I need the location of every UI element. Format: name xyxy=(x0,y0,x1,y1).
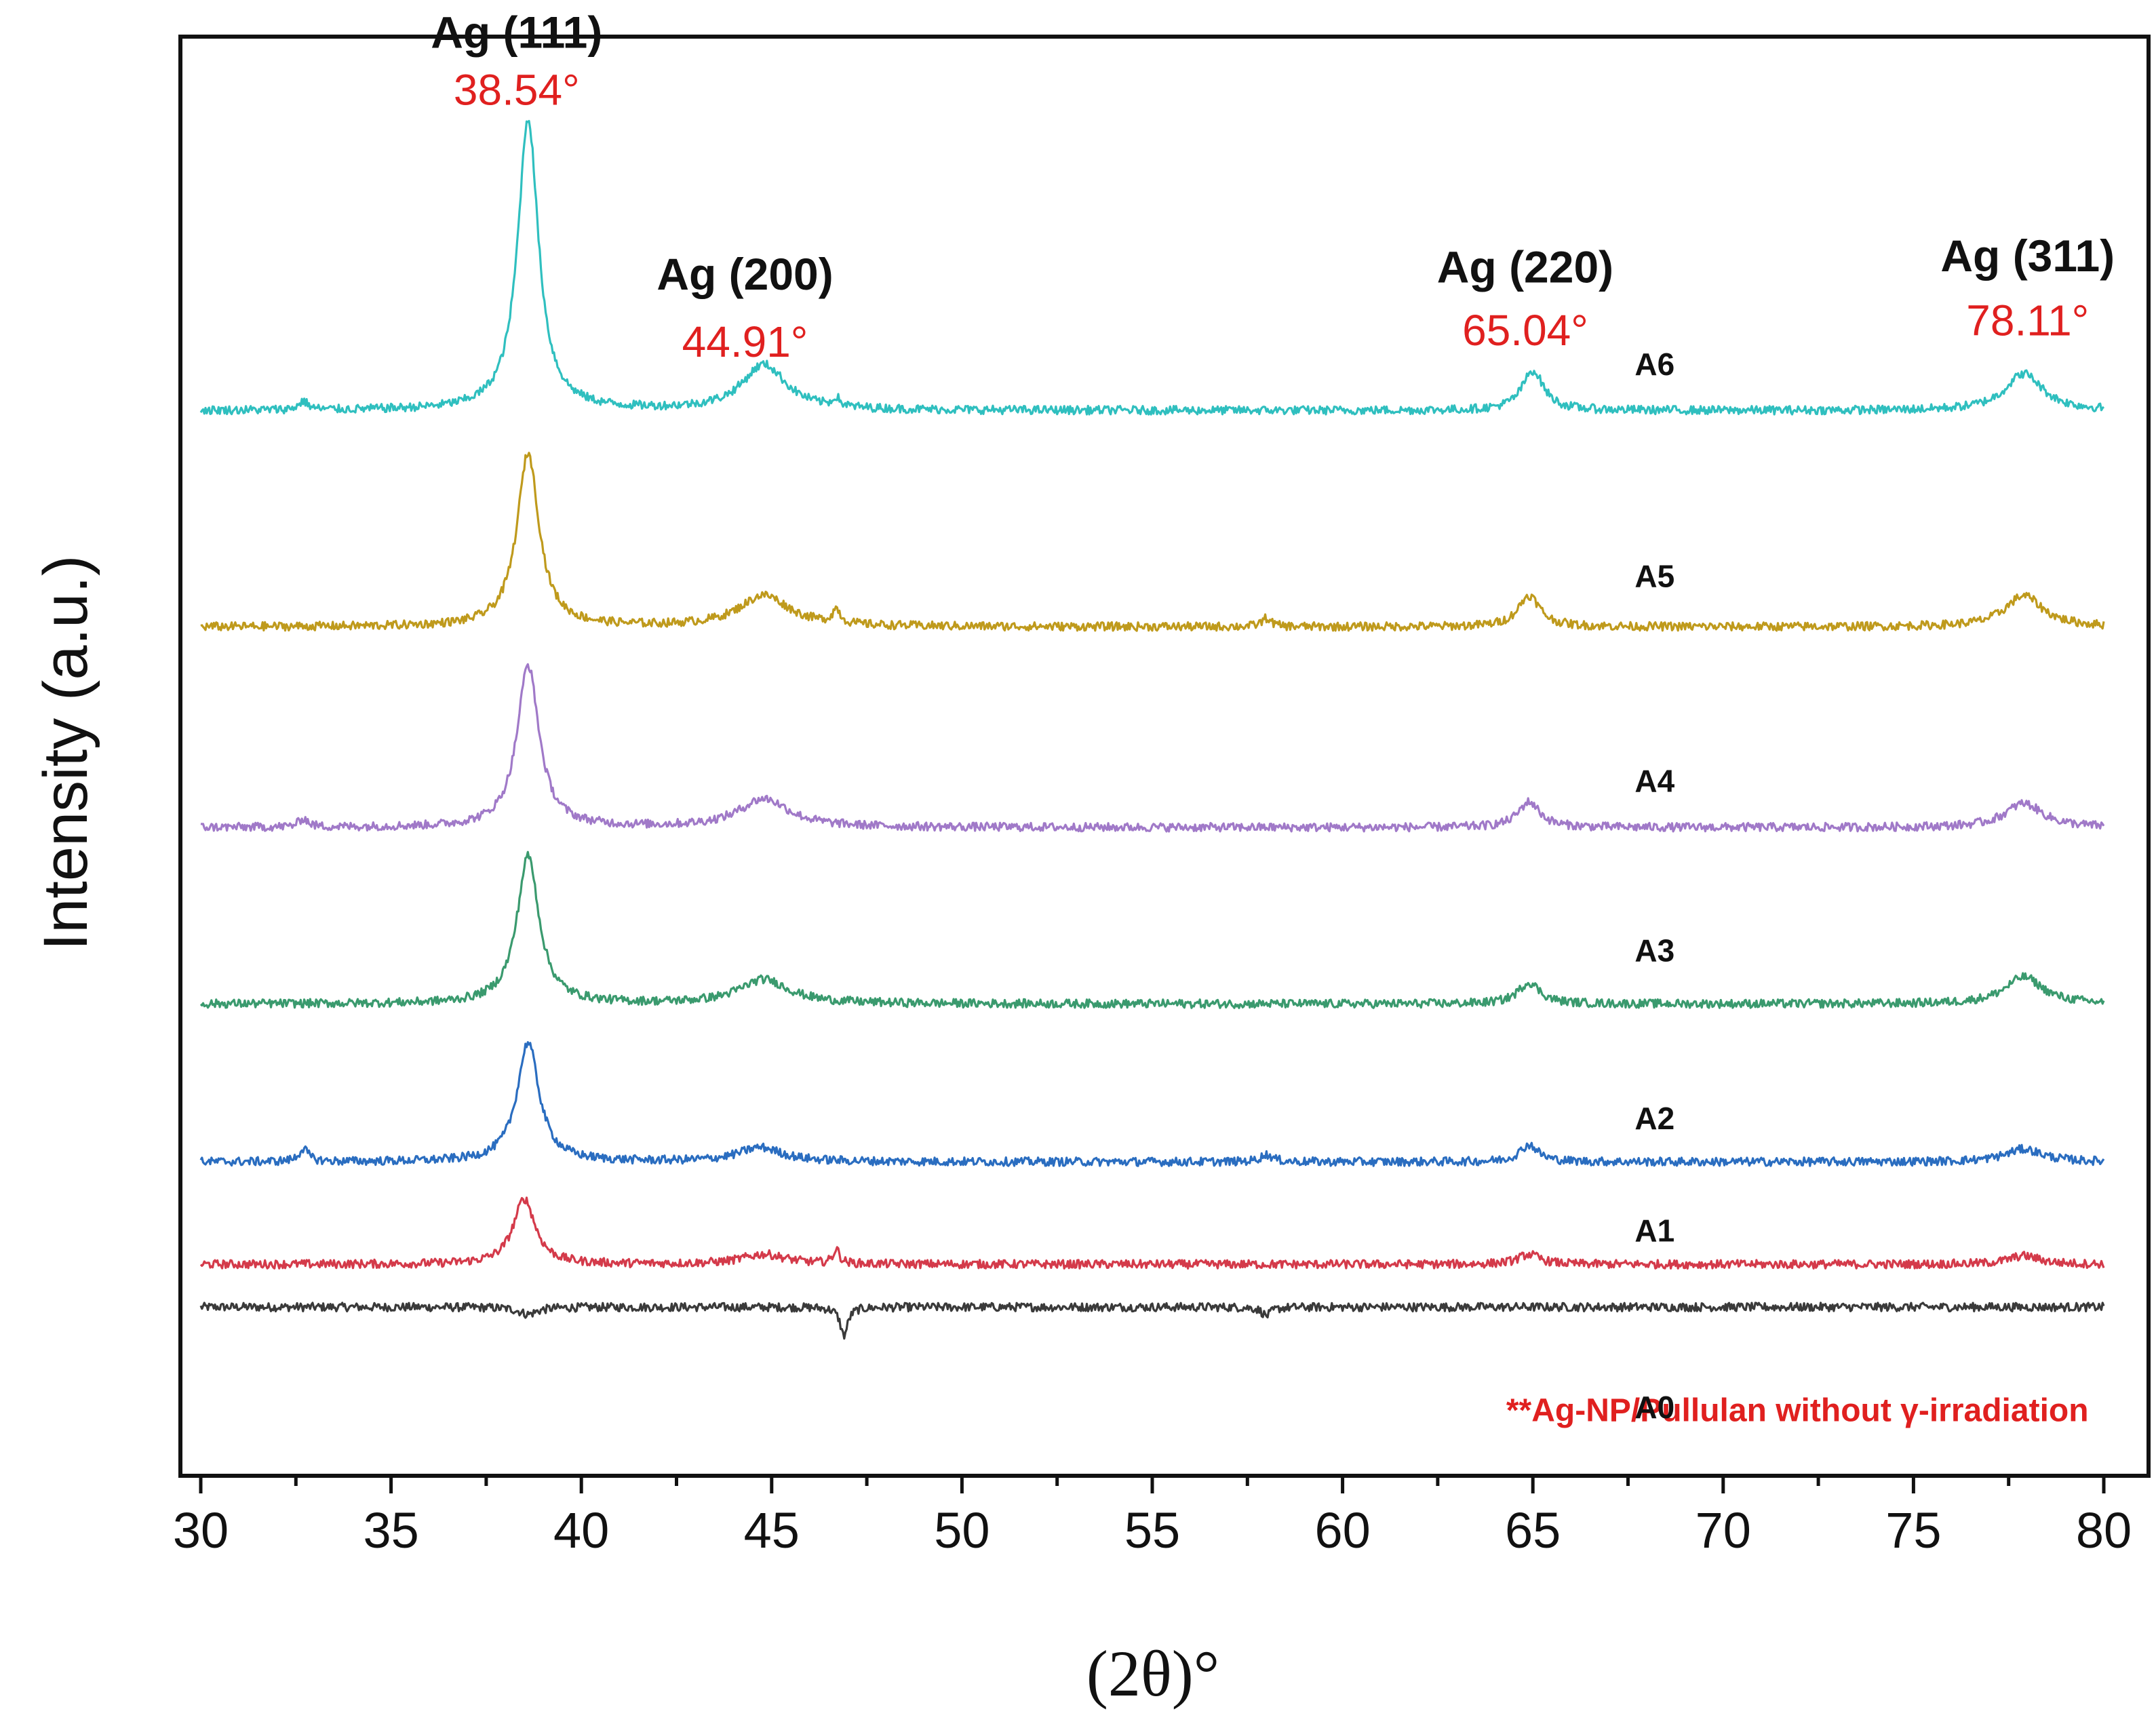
x-axis: 30 35 40 45 50 55 60 65 70 75 80 xyxy=(173,1476,2132,1559)
series-a4-trace xyxy=(200,663,2105,833)
plot-frame xyxy=(178,35,2151,1478)
x-axis-title: (2θ)° xyxy=(1086,1637,1219,1710)
x-tick-label-40: 40 xyxy=(553,1502,609,1559)
x-tick-label-45: 45 xyxy=(744,1502,800,1559)
y-axis-title: Intensity (a.u.) xyxy=(31,555,100,951)
x-tick-label-55: 55 xyxy=(1124,1502,1180,1559)
ag-220-plane-label: Ag (220) xyxy=(1437,242,1613,292)
ag-311-position-label: 78.11° xyxy=(1966,296,2089,345)
peak-annotations: Ag (111) 38.54° Ag (200) 44.91° Ag (220) 65.0… xyxy=(431,7,2115,1428)
x-tick-label-65: 65 xyxy=(1505,1502,1561,1559)
x-tick-label-70: 70 xyxy=(1696,1502,1751,1559)
series-layer xyxy=(199,119,2105,1340)
series-a5-trace xyxy=(200,452,2105,632)
ag-111-plane-label: Ag (111) xyxy=(431,7,602,57)
ag-220-position-label: 65.04° xyxy=(1462,306,1588,355)
series-label-a4: A4 xyxy=(1634,764,1674,799)
x-tick-label-35: 35 xyxy=(363,1502,418,1559)
series-label-a0: A0 xyxy=(1634,1390,1674,1425)
series-label-a3: A3 xyxy=(1634,933,1674,968)
series-a6-trace xyxy=(199,119,2105,416)
series-labels: A0 A1 A2 A3 A4 A5 A6 xyxy=(1634,347,1674,1425)
series-label-a1: A1 xyxy=(1634,1213,1674,1249)
x-tick-label-30: 30 xyxy=(173,1502,229,1559)
x-tick-label-75: 75 xyxy=(1885,1502,1941,1559)
ag-311-plane-label: Ag (311) xyxy=(1940,231,2115,281)
ag-200-position-label: 44.91° xyxy=(682,317,808,366)
x-tick-label-50: 50 xyxy=(934,1502,989,1559)
series-label-a5: A5 xyxy=(1634,559,1674,594)
x-tick-label-60: 60 xyxy=(1314,1502,1370,1559)
series-a0-trace xyxy=(199,1301,2105,1340)
series-label-a2: A2 xyxy=(1634,1101,1674,1136)
series-label-a6: A6 xyxy=(1634,347,1674,382)
series-a3-trace xyxy=(199,850,2105,1009)
x-tick-label-80: 80 xyxy=(2076,1502,2132,1559)
ag-200-plane-label: Ag (200) xyxy=(656,249,833,299)
series-a1-trace xyxy=(199,1196,2105,1270)
series-a2-trace xyxy=(199,1041,2105,1167)
no-irradiation-note: **Ag-NP/Pullulan without γ-irradiation xyxy=(1506,1393,2089,1429)
ag-111-position-label: 38.54° xyxy=(454,65,580,114)
